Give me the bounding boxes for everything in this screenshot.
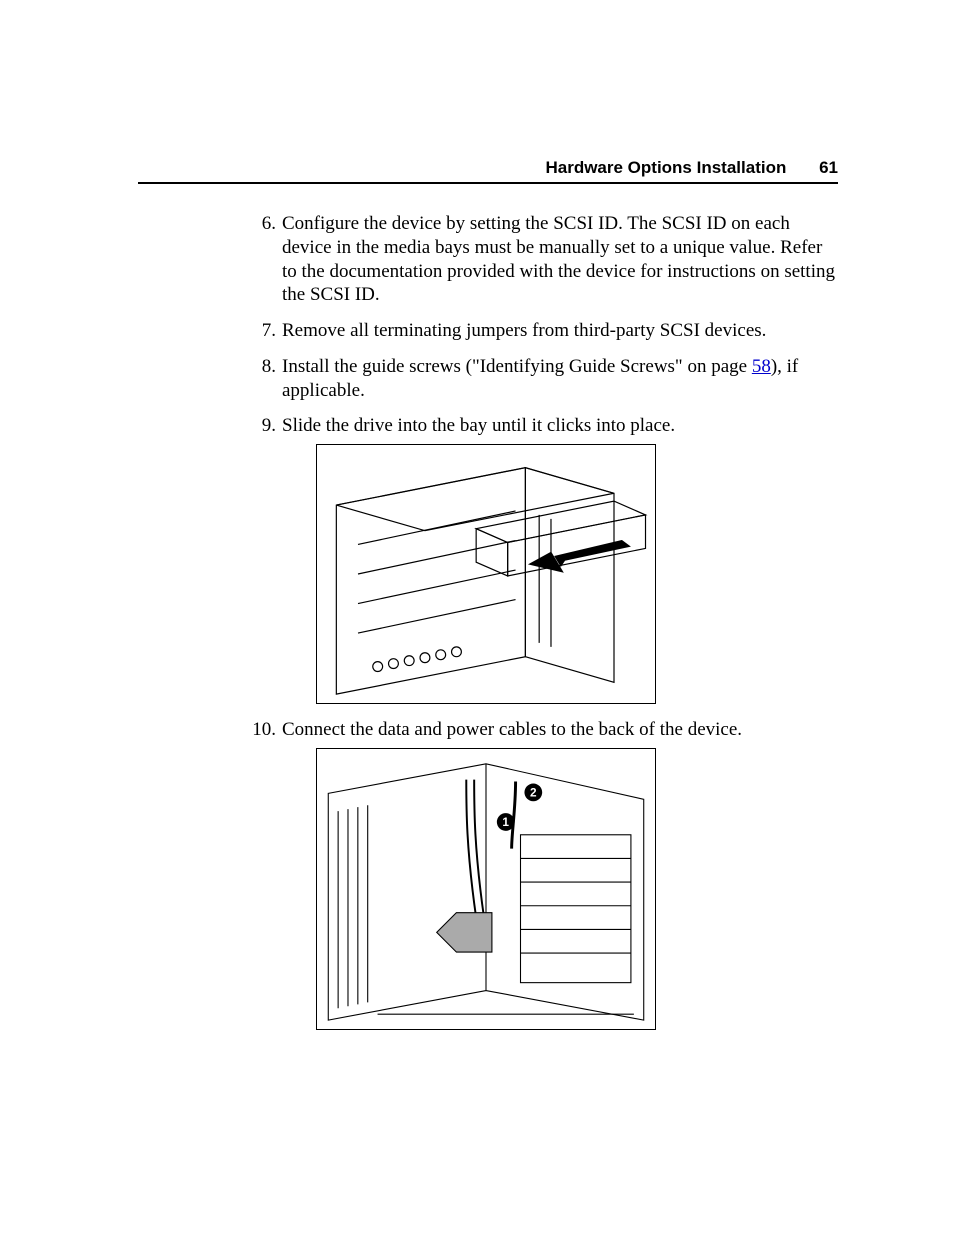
content-block: 6. Configure the device by setting the S… — [248, 212, 838, 1030]
step-text: Remove all terminating jumpers from thir… — [282, 320, 766, 341]
step-text: Configure the device by setting the SCSI… — [282, 213, 835, 305]
step-number: 10. — [248, 718, 276, 742]
step-number: 8. — [248, 355, 276, 379]
callout-1: 1 — [497, 813, 515, 831]
instruction-list: 6. Configure the device by setting the S… — [248, 212, 838, 1030]
step-number: 9. — [248, 414, 276, 438]
step-9: 9. Slide the drive into the bay until it… — [248, 414, 838, 704]
callout-2: 2 — [524, 783, 542, 801]
page-number: 61 — [819, 158, 838, 177]
figure-cable-connection: 1 2 — [316, 748, 656, 1030]
step-7: 7. Remove all terminating jumpers from t… — [248, 319, 838, 343]
step-text: Connect the data and power cables to the… — [282, 719, 742, 740]
step-6: 6. Configure the device by setting the S… — [248, 212, 838, 307]
running-header: Hardware Options Installation 61 — [545, 158, 838, 178]
step-number: 7. — [248, 319, 276, 343]
step-number: 6. — [248, 212, 276, 236]
step-text-pre: Install the guide screws ("Identifying G… — [282, 356, 752, 377]
section-title: Hardware Options Installation — [545, 158, 786, 177]
page-xref-link[interactable]: 58 — [752, 356, 771, 377]
step-text: Slide the drive into the bay until it cl… — [282, 415, 675, 436]
figure-drive-insertion — [316, 444, 656, 704]
header-rule — [138, 182, 838, 184]
page: Hardware Options Installation 61 6. Conf… — [0, 0, 954, 1235]
callout-1-label: 1 — [502, 815, 509, 829]
callout-2-label: 2 — [530, 785, 537, 799]
drive-insertion-svg — [318, 446, 654, 702]
step-8: 8. Install the guide screws ("Identifyin… — [248, 355, 838, 403]
step-10: 10. Connect the data and power cables to… — [248, 718, 838, 1030]
cable-connection-svg: 1 2 — [318, 750, 654, 1028]
